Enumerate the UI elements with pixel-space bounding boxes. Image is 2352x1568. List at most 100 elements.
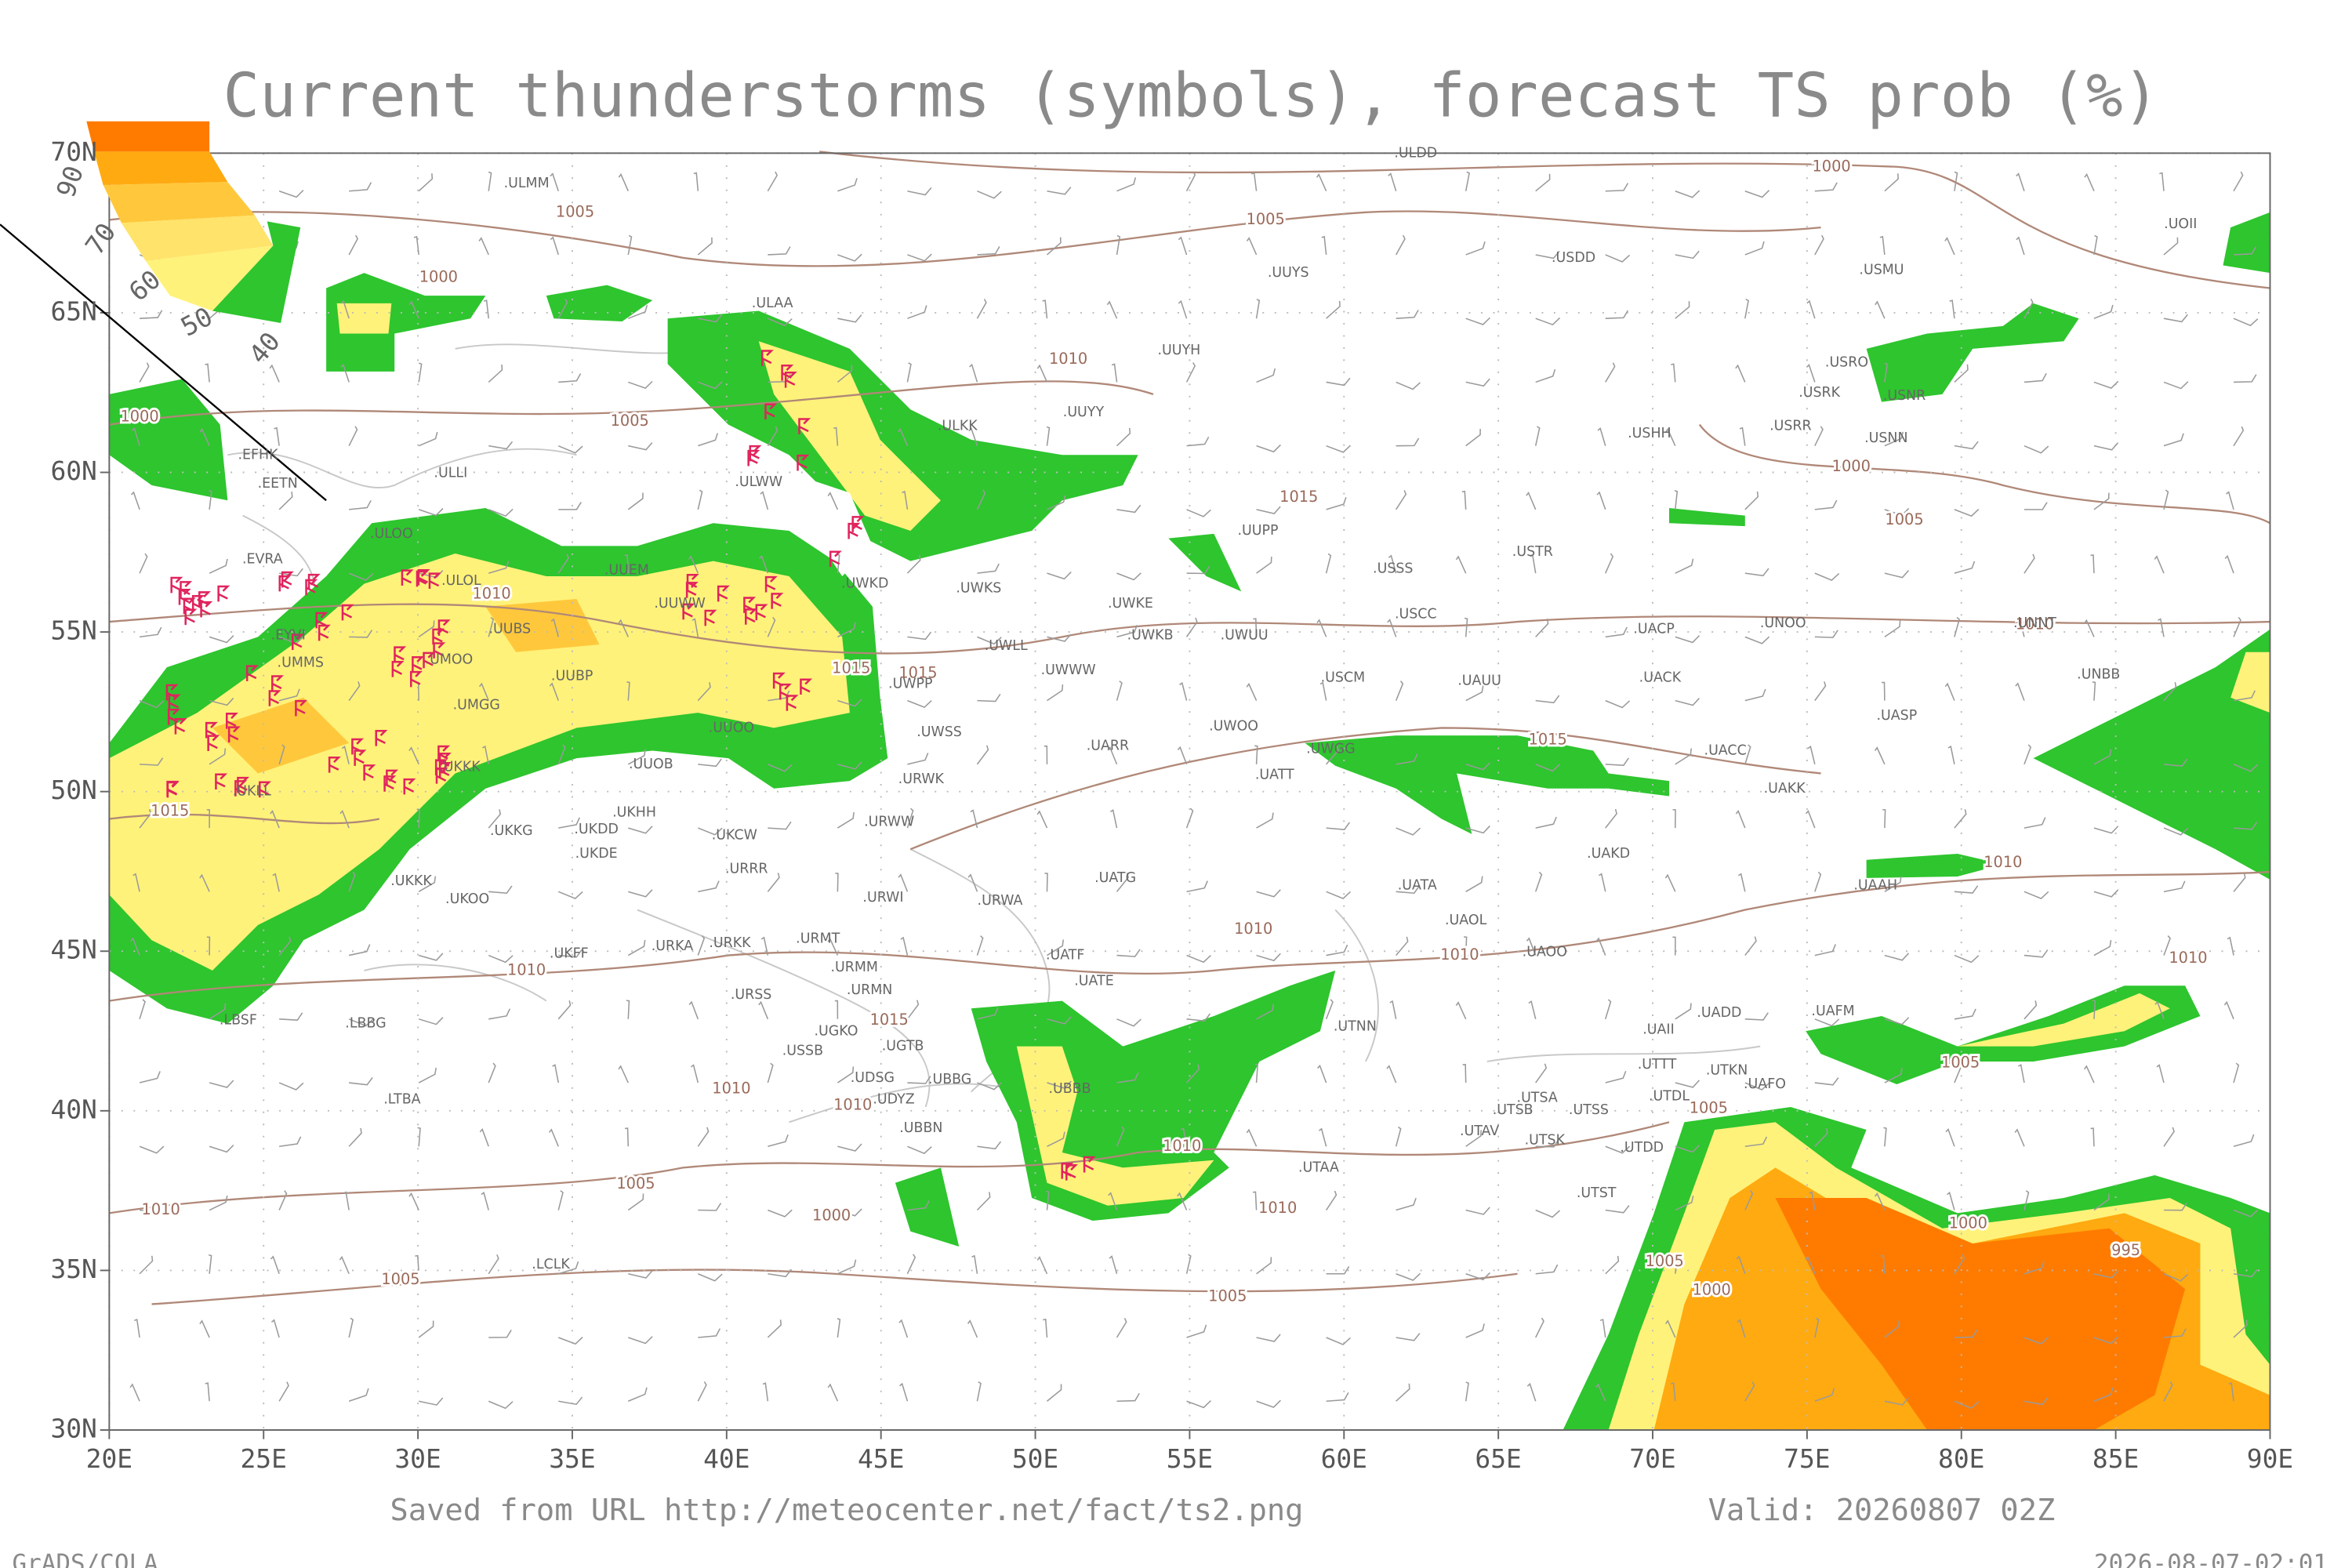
wind-barb (698, 1328, 721, 1338)
wind-barb (488, 171, 492, 191)
wind-barb (131, 427, 140, 446)
wind-barb (834, 1000, 839, 1019)
wind-barb (627, 1387, 648, 1402)
station-label: .UATF (1046, 948, 1085, 964)
wind-barb (1535, 368, 1556, 383)
wind-barb (130, 937, 140, 956)
wind-barb (768, 690, 790, 702)
lat-tick-label: 65N (50, 296, 96, 326)
wind-barb (278, 1381, 289, 1402)
wind-barb (209, 1080, 234, 1088)
wind-barb (1739, 426, 1746, 446)
thunderstorm-symbol (1083, 1156, 1096, 1173)
wind-barb (906, 554, 921, 574)
wind-barb (1186, 509, 1211, 517)
thunderstorm-symbol (328, 757, 341, 773)
wind-barb (349, 630, 373, 638)
wind-barb (833, 426, 839, 446)
wind-barb (279, 1012, 303, 1021)
station-label: .URMN (847, 982, 892, 998)
prob-area-50 (336, 303, 392, 334)
wind-barb (1462, 1064, 1467, 1083)
wind-barb (697, 682, 711, 702)
wind-barb (1884, 876, 1902, 892)
wind-barb (1675, 558, 1694, 574)
wind-barb (837, 1259, 857, 1275)
thunderstorm-symbol (1065, 1164, 1078, 1181)
station-label: .ULAA (752, 296, 793, 311)
thunderstorm-symbol (682, 603, 695, 620)
wind-barb (2084, 619, 2095, 637)
wind-barb (698, 758, 722, 768)
station-label: .USRK (1798, 385, 1840, 401)
wind-barb (1046, 426, 1051, 446)
wind-barb (270, 1319, 280, 1338)
wind-barb (558, 1396, 583, 1406)
wind-barb (627, 749, 646, 765)
wind-barb (698, 1273, 723, 1282)
thunderstorm-symbol (318, 624, 331, 641)
station-label: .UATT (1255, 767, 1294, 782)
wind-barb (1116, 1018, 1142, 1027)
isobar-label: 1010 (472, 585, 510, 603)
wind-barb (2016, 618, 2025, 637)
wind-barb (1526, 492, 1537, 510)
isobar-label: 1005 (611, 412, 649, 430)
wind-barb (1465, 1130, 1482, 1147)
wind-barb (1945, 1128, 1955, 1147)
wind-barb (1944, 237, 1955, 256)
wind-barb (348, 1127, 362, 1147)
wind-barb (343, 1191, 350, 1210)
legend-swatch (103, 182, 256, 223)
prob-area-90 (1775, 1198, 2186, 1430)
wind-barb (1186, 1400, 1211, 1409)
isobar-label: 1015 (151, 801, 189, 819)
station-label: .UDSG (851, 1070, 895, 1086)
station-label: .UKFF (550, 946, 589, 962)
station-label: .LTBA (383, 1091, 420, 1107)
station-label: .UAUU (1457, 673, 1501, 688)
wind-barb (1814, 1388, 1835, 1402)
wind-barb (768, 764, 793, 772)
wind-barb (418, 620, 435, 638)
station-label: .USDD (1552, 250, 1595, 266)
wind-barb (1464, 936, 1468, 956)
thunderstorm-symbol (755, 604, 768, 621)
wind-barb (837, 365, 853, 383)
wind-barb (139, 1255, 154, 1275)
wind-barb (1246, 682, 1258, 701)
wind-barb (481, 1191, 489, 1210)
wind-barb (1326, 1266, 1350, 1275)
wind-barb (2233, 426, 2245, 447)
station-label: .ULLI (434, 465, 467, 481)
wind-barb (139, 362, 150, 383)
wind-barb (1465, 317, 1491, 325)
thunderstorm-symbol (271, 675, 284, 691)
wind-barb (767, 1062, 774, 1083)
thunderstorm-symbol (800, 678, 813, 695)
wind-barb (2024, 744, 2032, 765)
wind-barb (278, 744, 285, 765)
wind-barb (618, 172, 630, 192)
prob-area-40 (1866, 303, 2079, 402)
wind-barb (2093, 1336, 2119, 1345)
wind-barb (1256, 1257, 1272, 1275)
station-label: .UNOO (1760, 615, 1806, 631)
wind-barb (1954, 1008, 1976, 1020)
wind-barb (1535, 1209, 1561, 1218)
station-label: .UUYY (1063, 405, 1105, 420)
station-label: .UWKB (1127, 627, 1174, 643)
station-label: .ULKK (938, 419, 978, 434)
wind-barb (419, 1397, 444, 1406)
wind-barb (557, 554, 569, 574)
wind-barb (1605, 1255, 1620, 1275)
wind-barb (348, 572, 374, 582)
wind-barb (558, 949, 583, 958)
wind-barb (1605, 310, 1629, 319)
wind-barb (827, 1383, 839, 1402)
thunderstorm-symbol (829, 550, 842, 568)
thunderstorm-symbol (217, 585, 230, 602)
legend-swatch (121, 215, 274, 261)
station-label: .URWW (864, 814, 914, 829)
wind-barb (1814, 1317, 1820, 1338)
